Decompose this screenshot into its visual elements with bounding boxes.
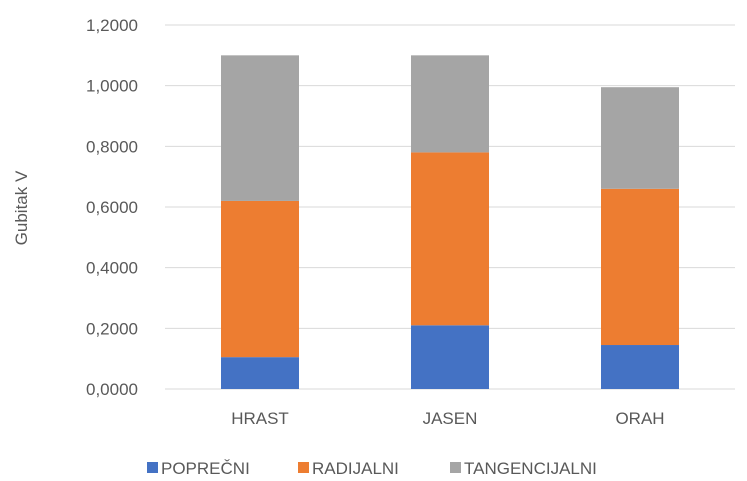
bar-orah-tangencijalni <box>601 87 679 189</box>
y-tick-label: 0,6000 <box>86 198 138 217</box>
bars <box>221 55 679 389</box>
x-tick-label: ORAH <box>615 409 664 428</box>
bar-jasen-radijalni <box>411 152 489 326</box>
bar-hrast-tangencijalni <box>221 55 299 201</box>
y-tick-label: 0,4000 <box>86 259 138 278</box>
y-tick-label: 1,0000 <box>86 77 138 96</box>
legend-label-radijalni: RADIJALNI <box>312 459 399 478</box>
y-tick-label: 0,8000 <box>86 137 138 156</box>
legend-swatch-radijalni <box>298 462 309 473</box>
y-tick-label: 0,0000 <box>86 380 138 399</box>
bar-orah-radijalni <box>601 188 679 346</box>
y-axis-title: Gubitak V <box>12 170 31 245</box>
bar-orah-poprecni <box>601 345 679 389</box>
y-tick-label: 1,2000 <box>86 16 138 35</box>
legend: POPREČNI RADIJALNI TANGENCIJALNI <box>147 459 597 478</box>
legend-label-tangencijalni: TANGENCIJALNI <box>464 459 597 478</box>
bar-jasen-tangencijalni <box>411 55 489 153</box>
x-axis-tick-labels: HRAST JASEN ORAH <box>231 409 664 428</box>
x-tick-label: HRAST <box>231 409 289 428</box>
legend-swatch-poprecni <box>147 462 158 473</box>
y-tick-label: 0,2000 <box>86 319 138 338</box>
x-tick-label: JASEN <box>423 409 478 428</box>
bar-jasen-poprecni <box>411 325 489 389</box>
bar-hrast-poprecni <box>221 357 299 389</box>
y-axis-tick-labels: 0,0000 0,2000 0,4000 0,6000 0,8000 1,0000 1,20… <box>86 16 138 399</box>
legend-swatch-tangencijalni <box>450 462 461 473</box>
bar-hrast-radijalni <box>221 200 299 358</box>
legend-label-poprecni: POPREČNI <box>161 459 250 478</box>
